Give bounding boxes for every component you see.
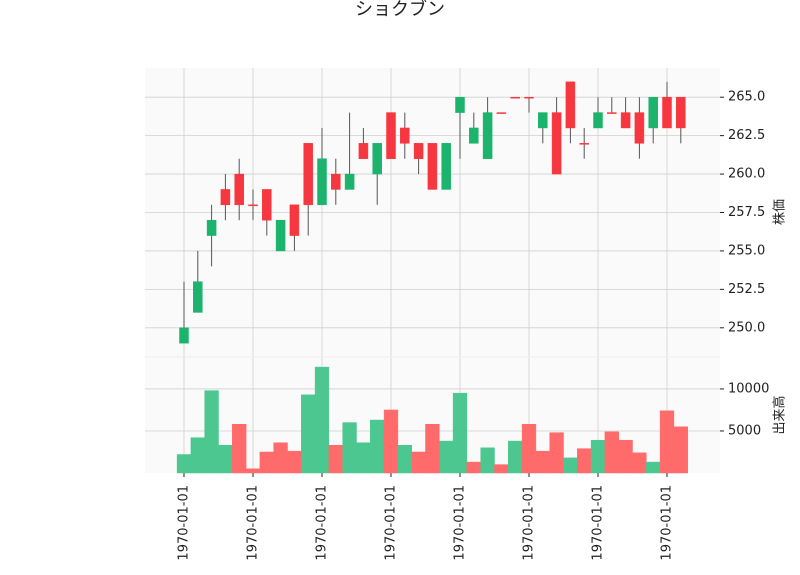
candle-body: [193, 281, 203, 313]
volume-bar: [577, 448, 592, 474]
candle-body: [427, 143, 438, 190]
x-tick-label: 1970-01-01: [591, 485, 606, 561]
x-tick-label: 1970-01-01: [384, 485, 399, 561]
candle-body: [496, 112, 507, 114]
volume-bar: [673, 426, 688, 474]
volume-bar: [618, 439, 633, 474]
volume-bar: [563, 457, 578, 474]
candle-body: [593, 112, 603, 129]
volume-bar: [535, 450, 550, 474]
candle-body: [469, 127, 479, 144]
candle-body: [234, 173, 244, 206]
x-tick-label: 1970-01-01: [177, 485, 192, 561]
candle-body: [538, 112, 548, 129]
volume-bar: [190, 437, 205, 474]
volume-bar: [452, 392, 468, 474]
candle-body: [676, 96, 686, 129]
candle-body: [358, 143, 369, 159]
candle-body: [634, 112, 645, 144]
x-tick-label: 1970-01-01: [453, 485, 468, 561]
x-tick-label: 1970-01-01: [315, 485, 330, 561]
volume-bar: [176, 454, 192, 474]
candle-body: [455, 96, 465, 113]
chart-title: ショクブン: [355, 0, 445, 20]
volume-bar: [659, 410, 675, 474]
volume-bar: [521, 423, 537, 474]
candle-body: [344, 173, 355, 190]
volume-bar: [259, 451, 274, 474]
candle-body: [289, 204, 300, 236]
candle-body: [248, 204, 258, 207]
candle-body: [400, 127, 410, 144]
candle-body: [607, 112, 617, 114]
candle-body: [551, 112, 562, 175]
volume-bar: [356, 442, 371, 474]
y-tick-label: 250.0: [728, 320, 765, 335]
candle-body: [317, 158, 327, 206]
candle-body: [220, 189, 231, 206]
candle-body: [482, 112, 493, 159]
volume-bar: [466, 461, 481, 474]
volume-bar: [218, 445, 233, 474]
candle-body: [413, 143, 424, 159]
volume-bar: [397, 445, 412, 474]
candle-body: [275, 219, 286, 252]
volume-bar: [508, 440, 523, 474]
volume-bar: [245, 468, 261, 474]
volume-bar: [232, 423, 247, 474]
candle-body: [372, 143, 382, 175]
volume-bar: [411, 451, 426, 474]
candle-body: [303, 143, 313, 206]
y-axis-label: 株価: [773, 199, 788, 225]
y-tick-label: 265.0: [728, 90, 765, 105]
volume-bar: [646, 461, 661, 474]
volume-bar: [590, 439, 606, 474]
candle-body: [620, 112, 631, 129]
volume-bar: [383, 409, 399, 474]
volume-bar: [480, 447, 495, 474]
volume-bar: [425, 423, 440, 474]
volume-bar: [494, 464, 509, 474]
volume-bar: [301, 394, 316, 474]
y-tick-label: 255.0: [728, 243, 765, 258]
volume-bar: [342, 422, 357, 474]
candle-body: [565, 81, 576, 129]
volume-bar: [632, 452, 647, 474]
x-tick-label: 1970-01-01: [522, 485, 537, 561]
candle-body: [510, 96, 520, 99]
volume-bar: [370, 419, 385, 474]
volume-bar: [549, 432, 564, 474]
volume-tick-label: 5000: [728, 423, 761, 438]
volume-bar: [604, 431, 619, 474]
candle-body: [262, 189, 272, 221]
volume-axis-label: 出来高: [772, 395, 788, 434]
y-tick-label: 257.5: [728, 205, 765, 220]
volume-bar: [204, 390, 219, 474]
candle-body: [524, 96, 534, 99]
candle-body: [179, 327, 189, 344]
volume-bar: [287, 450, 302, 474]
candle-body: [386, 112, 396, 159]
y-tick-label: 260.0: [728, 167, 765, 182]
candle-body: [579, 143, 589, 145]
y-tick-label: 252.5: [728, 282, 765, 297]
volume-tick-label: 10000: [728, 381, 769, 396]
volume-bar: [439, 440, 454, 474]
volume-bar: [314, 366, 330, 474]
candle-body: [441, 143, 451, 190]
x-tick-label: 1970-01-01: [660, 485, 675, 561]
candle-body: [206, 219, 217, 236]
volume-bar: [273, 442, 288, 474]
candle-body: [662, 96, 672, 129]
candle-body: [648, 96, 658, 129]
x-tick-label: 1970-01-01: [246, 485, 261, 561]
candle-body: [331, 173, 341, 190]
y-tick-label: 262.5: [728, 128, 765, 143]
volume-bar: [328, 445, 343, 474]
